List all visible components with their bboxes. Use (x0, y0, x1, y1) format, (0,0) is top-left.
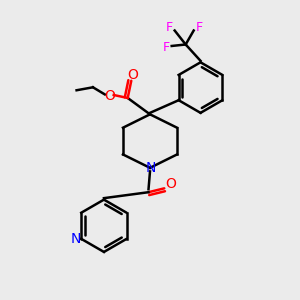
Text: N: N (70, 232, 80, 246)
Text: F: F (196, 21, 202, 34)
Text: O: O (127, 68, 138, 82)
Text: O: O (165, 177, 176, 191)
Text: N: N (146, 161, 156, 175)
Text: O: O (104, 88, 115, 103)
Text: F: F (166, 21, 173, 34)
Text: F: F (163, 41, 170, 54)
